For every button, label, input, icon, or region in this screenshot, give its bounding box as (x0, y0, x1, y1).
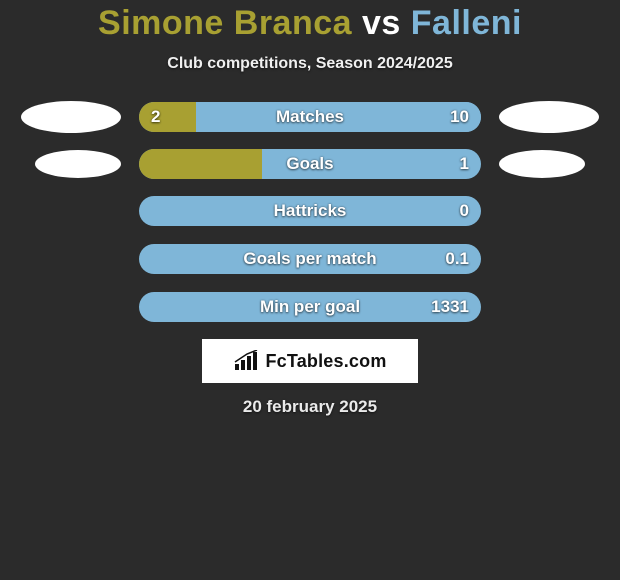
footer-logo-text: FcTables.com (265, 351, 386, 372)
stat-row-gpm: Goals per match 0.1 (0, 243, 620, 275)
bar-mpg-right-value: 1331 (431, 292, 469, 322)
bar-mpg-label: Min per goal (139, 292, 481, 322)
bar-hattricks: Hattricks 0 (139, 196, 481, 226)
bar-goals-label: Goals (139, 149, 481, 179)
player1-avatar-small (35, 150, 121, 178)
bar-matches-right-value: 10 (450, 102, 469, 132)
bar-gpm-right-value: 0.1 (445, 244, 469, 274)
bar-matches: 2 Matches 10 (139, 102, 481, 132)
player2-name: Falleni (411, 4, 522, 42)
page-title: Simone Branca vs Falleni (0, 4, 620, 43)
stat-row-mpg: Min per goal 1331 (0, 291, 620, 323)
bar-hattricks-right-value: 0 (460, 196, 469, 226)
subtitle: Club competitions, Season 2024/2025 (0, 55, 620, 73)
comparison-infographic: Simone Branca vs Falleni Club competitio… (0, 0, 620, 417)
stat-row-hattricks: Hattricks 0 (0, 195, 620, 227)
bar-gpm: Goals per match 0.1 (139, 244, 481, 274)
player2-avatar (499, 101, 599, 133)
player2-avatar-small (499, 150, 585, 178)
player1-avatar (21, 101, 121, 133)
footer-date: 20 february 2025 (0, 397, 620, 417)
title-vs: vs (362, 4, 401, 42)
player1-name: Simone Branca (98, 4, 352, 42)
stat-row-goals: Goals 1 (0, 149, 620, 179)
bar-gpm-label: Goals per match (139, 244, 481, 274)
bar-goals: Goals 1 (139, 149, 481, 179)
bar-matches-label: Matches (139, 102, 481, 132)
footer-logo: FcTables.com (202, 339, 418, 383)
bar-hattricks-label: Hattricks (139, 196, 481, 226)
bar-mpg: Min per goal 1331 (139, 292, 481, 322)
bar-goals-right-value: 1 (460, 149, 469, 179)
stat-row-matches: 2 Matches 10 (0, 101, 620, 133)
chart-icon (233, 350, 259, 372)
